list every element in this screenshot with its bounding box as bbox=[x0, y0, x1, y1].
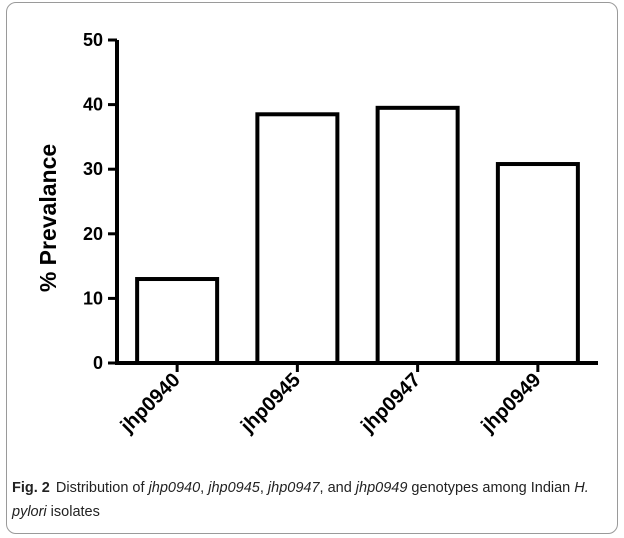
caption-text-part: Distribution of bbox=[55, 480, 149, 496]
caption-text-part: , bbox=[259, 480, 268, 496]
caption-text-part: , and bbox=[319, 480, 356, 496]
y-tick-label: 20 bbox=[83, 224, 103, 244]
caption-italic-term: jhp0947 bbox=[267, 480, 320, 496]
y-axis-title: % Prevalance bbox=[35, 144, 61, 292]
caption-text-part: , bbox=[200, 480, 209, 496]
y-tick-label: 10 bbox=[83, 288, 103, 308]
caption-text-part: genotypes among Indian bbox=[407, 480, 575, 496]
bar-jhp0940 bbox=[135, 277, 220, 365]
y-tick-label: 40 bbox=[83, 95, 103, 115]
bar-jhp0949 bbox=[495, 162, 580, 365]
x-category-label: jhp0945 bbox=[236, 369, 305, 438]
caption-text-part: isolates bbox=[46, 504, 100, 520]
figure-caption: Fig. 2 Distribution of jhp0940, jhp0945, … bbox=[12, 476, 608, 524]
x-category-label: jhp0947 bbox=[356, 369, 425, 438]
figure-label: Fig. 2 bbox=[12, 480, 50, 496]
caption-italic-term: jhp0945 bbox=[208, 480, 260, 496]
y-tick-label: 0 bbox=[93, 353, 103, 373]
caption-text: Distribution of jhp0940, jhp0945, jhp094… bbox=[12, 480, 589, 520]
x-category-label: jhp0949 bbox=[476, 369, 545, 438]
y-tick-label: 30 bbox=[83, 159, 103, 179]
caption-italic-term: jhp0940 bbox=[148, 480, 201, 496]
caption-italic-term: jhp0949 bbox=[355, 480, 408, 496]
x-category-label: jhp0940 bbox=[116, 369, 185, 438]
bar-chart: % Prevalance 0 10 20 30 40 50 jhp0940 jhp0945 jh… bbox=[35, 30, 598, 438]
bar-jhp0945 bbox=[255, 112, 340, 366]
bar-jhp0947 bbox=[375, 105, 460, 365]
y-tick-label: 50 bbox=[83, 30, 103, 50]
caption-italic-term: H. pylori bbox=[12, 480, 589, 520]
